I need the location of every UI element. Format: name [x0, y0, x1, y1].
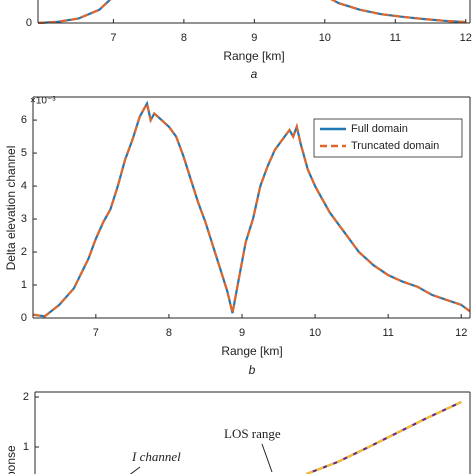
x-tick-label: 7: [110, 32, 116, 44]
plot-area: [305, 401, 462, 474]
x-tick-label: 10: [319, 32, 331, 44]
data-line: [305, 401, 462, 474]
x-tick-label: 11: [382, 327, 393, 339]
plot-area: [33, 100, 470, 318]
x-tick-label: 10: [309, 327, 321, 339]
exponent-label: ×10⁻³: [30, 96, 56, 107]
y-tick-label: 2: [23, 391, 29, 403]
x-tick-label: 9: [251, 32, 257, 44]
legend-box: [313, 118, 463, 158]
x-tick-label: 11: [390, 32, 401, 44]
annotation-arrow: [261, 443, 273, 473]
x-tick-label: 8: [166, 327, 172, 339]
x-tick-label: 7: [93, 327, 99, 339]
y-tick-label: 6: [21, 114, 27, 126]
y-tick-label: 1: [21, 279, 27, 291]
annotation: I channel: [131, 449, 181, 464]
x-tick-label: 9: [239, 327, 245, 339]
caption: b: [249, 363, 256, 377]
y-tick-label: 4: [21, 180, 27, 192]
legend-label: Truncated domain: [351, 140, 439, 152]
annotation: LOS range: [224, 426, 281, 441]
data-line: [33, 100, 470, 318]
annotation-arrow: [129, 466, 141, 474]
y-tick-label: 0: [21, 312, 27, 324]
y-tick-label: 3: [21, 213, 27, 225]
y-axis-label: ponse: [4, 445, 18, 474]
data-line: [38, 0, 466, 24]
x-axis-label: Range [km]: [223, 49, 284, 63]
legend-label: Full domain: [351, 123, 408, 135]
plot-area: [38, 0, 466, 24]
y-axis-label: Delta elevation channel: [4, 146, 18, 271]
y-tick-label: 2: [21, 246, 27, 258]
x-tick-label: 8: [181, 32, 187, 44]
y-tick-label: 1: [23, 441, 29, 453]
y-tick-label: 0: [26, 17, 32, 29]
x-axis-label: Range [km]: [221, 344, 282, 358]
caption: a: [251, 67, 258, 81]
x-tick-label: 12: [460, 32, 472, 44]
y-tick-label: 5: [21, 147, 27, 159]
x-tick-label: 12: [455, 327, 467, 339]
